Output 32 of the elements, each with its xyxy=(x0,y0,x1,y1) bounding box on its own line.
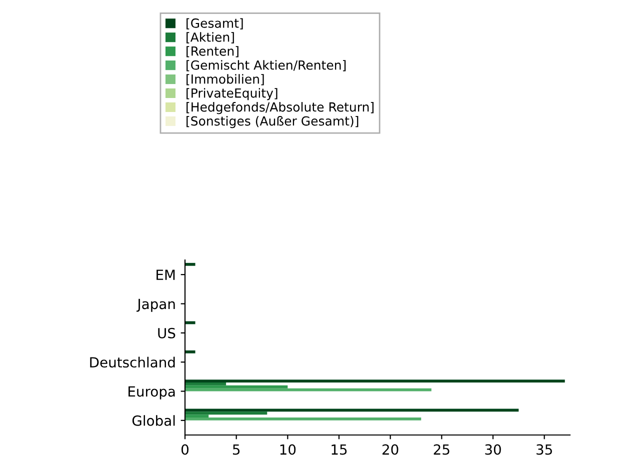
x-tick-label: 15 xyxy=(332,444,347,455)
bar xyxy=(185,385,288,388)
y-tick-label: EM xyxy=(156,270,175,280)
y-tick-label: Global xyxy=(132,415,175,426)
bar xyxy=(185,414,209,418)
x-tick-label: 35 xyxy=(536,444,552,455)
legend-label: [Sonstiges (Außer Gesamt)] xyxy=(186,116,358,128)
x-tick-label: 5 xyxy=(232,444,240,455)
bar xyxy=(185,262,196,266)
legend-label: [Hedgefonds/Absolute Return] xyxy=(186,102,374,114)
bar xyxy=(185,388,432,392)
bar xyxy=(185,412,268,415)
x-tick-label: 10 xyxy=(280,444,296,455)
x-tick-label: 25 xyxy=(434,444,450,455)
bar xyxy=(185,380,565,382)
bar xyxy=(185,350,196,354)
legend-label: [Renten] xyxy=(186,46,238,58)
legend-label: [Gemischt Aktien/Renten] xyxy=(186,60,346,72)
legend-label: [Immobilien] xyxy=(186,74,264,86)
x-tick-label: 0 xyxy=(181,444,188,455)
bar xyxy=(185,408,519,412)
x-tick-label: 20 xyxy=(382,444,398,455)
y-tick-label: Europa xyxy=(128,386,175,400)
legend-label: [Aktien] xyxy=(186,32,234,44)
y-tick-label: US xyxy=(158,328,176,338)
y-tick-label: Japan xyxy=(136,298,175,312)
y-tick-label: Deutschland xyxy=(90,356,175,368)
legend-label: [Gesamt] xyxy=(186,18,243,30)
bar xyxy=(185,418,422,420)
bar xyxy=(185,382,226,386)
legend-label: [PrivateEquity] xyxy=(186,88,278,100)
x-tick-label: 30 xyxy=(485,444,501,455)
